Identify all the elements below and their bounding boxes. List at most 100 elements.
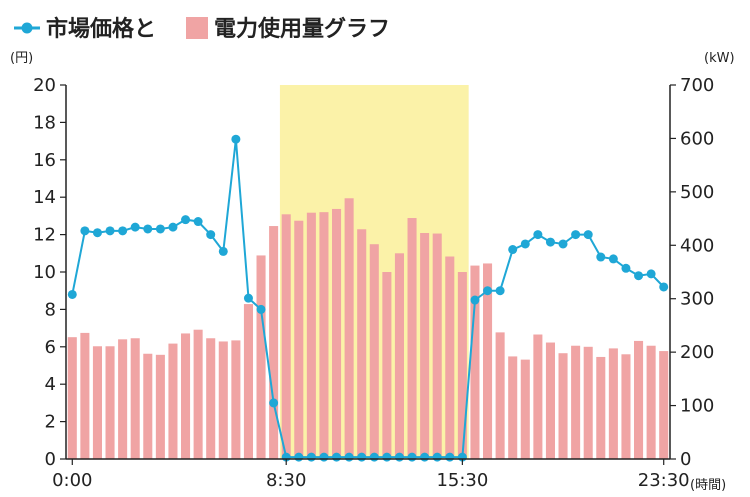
usage-bar bbox=[332, 208, 342, 459]
usage-bar bbox=[583, 346, 593, 459]
price-point bbox=[634, 271, 644, 281]
right-tick-label: 300 bbox=[680, 289, 714, 310]
price-point bbox=[621, 263, 631, 273]
price-point bbox=[92, 228, 102, 238]
usage-bar bbox=[231, 340, 241, 459]
price-point bbox=[596, 252, 606, 262]
usage-bar bbox=[92, 346, 102, 459]
usage-bar bbox=[80, 332, 90, 459]
price-point bbox=[319, 452, 329, 462]
usage-bar bbox=[596, 356, 606, 459]
right-tick-label: 0 bbox=[680, 449, 691, 470]
price-point bbox=[382, 452, 392, 462]
price-point bbox=[520, 239, 530, 249]
usage-bar bbox=[470, 265, 480, 459]
usage-bar bbox=[432, 233, 442, 459]
left-tick-label: 14 bbox=[33, 187, 56, 208]
price-point bbox=[445, 452, 455, 462]
x-axis-unit: (時間) bbox=[690, 478, 726, 493]
price-point bbox=[118, 226, 128, 236]
left-tick-label: 2 bbox=[45, 412, 56, 433]
usage-bar bbox=[118, 339, 128, 459]
price-point bbox=[105, 226, 115, 236]
usage-bar bbox=[105, 346, 115, 459]
right-tick-label: 400 bbox=[680, 235, 714, 256]
usage-bar bbox=[206, 338, 216, 459]
usage-bar bbox=[369, 244, 379, 459]
right-tick-label: 700 bbox=[680, 75, 714, 96]
price-point bbox=[394, 452, 404, 462]
price-point bbox=[357, 452, 367, 462]
right-tick-label: 100 bbox=[680, 396, 714, 417]
price-point bbox=[155, 224, 165, 234]
price-point bbox=[231, 134, 241, 144]
usage-bar bbox=[621, 354, 631, 459]
usage-bar bbox=[243, 304, 253, 459]
left-tick-label: 0 bbox=[45, 449, 56, 470]
price-point bbox=[608, 254, 618, 264]
price-point bbox=[420, 452, 430, 462]
price-point bbox=[558, 239, 568, 249]
usage-bar bbox=[256, 255, 266, 459]
price-point bbox=[67, 289, 77, 299]
price-point bbox=[130, 222, 140, 232]
usage-bar bbox=[168, 343, 178, 459]
usage-bar bbox=[646, 345, 656, 459]
left-axis-unit: (円) bbox=[10, 51, 33, 66]
usage-bar bbox=[319, 212, 329, 459]
usage-bar bbox=[344, 198, 354, 460]
usage-bar bbox=[155, 354, 165, 459]
usage-bar bbox=[130, 338, 140, 459]
price-point bbox=[168, 222, 178, 232]
usage-bar bbox=[281, 214, 291, 459]
usage-bar bbox=[394, 253, 404, 459]
usage-bar bbox=[634, 340, 644, 459]
usage-bar bbox=[659, 351, 669, 459]
usage-bar bbox=[483, 263, 493, 459]
price-point bbox=[407, 452, 417, 462]
right-tick-label: 200 bbox=[680, 342, 714, 363]
usage-bar bbox=[143, 353, 153, 459]
left-tick-label: 4 bbox=[45, 374, 56, 395]
price-point bbox=[533, 230, 543, 240]
price-point bbox=[659, 282, 669, 292]
usage-bar bbox=[218, 341, 228, 459]
usage-bar bbox=[558, 353, 568, 459]
price-point bbox=[344, 452, 354, 462]
price-point bbox=[369, 452, 379, 462]
price-point bbox=[306, 452, 316, 462]
price-point bbox=[495, 286, 505, 296]
usage-bar bbox=[357, 229, 367, 459]
x-tick-label: 0:00 bbox=[52, 470, 92, 491]
left-tick-label: 6 bbox=[45, 337, 56, 358]
usage-bar bbox=[608, 348, 618, 459]
left-tick-label: 10 bbox=[33, 262, 56, 283]
usage-bar bbox=[193, 329, 203, 459]
price-point bbox=[508, 245, 518, 255]
price-point bbox=[483, 286, 493, 296]
right-tick-label: 600 bbox=[680, 128, 714, 149]
price-point bbox=[181, 215, 191, 225]
usage-bar bbox=[294, 220, 304, 459]
price-point bbox=[583, 230, 593, 240]
x-tick-label: 8:30 bbox=[266, 470, 306, 491]
left-tick-label: 18 bbox=[33, 112, 56, 133]
usage-bar bbox=[508, 356, 518, 459]
usage-bar bbox=[495, 332, 505, 459]
usage-bar bbox=[269, 226, 279, 459]
price-point bbox=[545, 237, 555, 247]
price-point bbox=[218, 246, 228, 256]
price-point bbox=[432, 452, 442, 462]
usage-bar bbox=[520, 359, 530, 459]
price-point bbox=[256, 304, 266, 314]
price-point bbox=[646, 269, 656, 279]
price-line-layer bbox=[67, 134, 669, 462]
right-axis-unit: (kW) bbox=[704, 51, 735, 66]
price-point bbox=[269, 398, 279, 408]
usage-bar bbox=[457, 272, 467, 459]
legend-price-marker-icon bbox=[21, 22, 33, 34]
price-point bbox=[470, 295, 480, 305]
price-point bbox=[80, 226, 90, 236]
price-point bbox=[193, 217, 203, 227]
